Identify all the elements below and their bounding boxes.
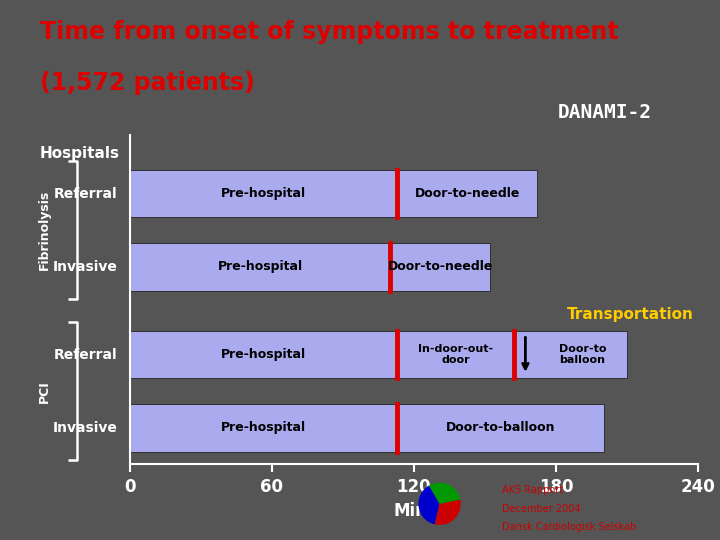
Text: Pre-hospital: Pre-hospital	[221, 187, 306, 200]
Text: Hospitals: Hospitals	[40, 146, 120, 161]
Text: Door-to-balloon: Door-to-balloon	[446, 421, 555, 434]
Text: DANAMI-2: DANAMI-2	[558, 103, 652, 122]
Text: Door-to-needle: Door-to-needle	[415, 187, 520, 200]
Text: December 2004: December 2004	[503, 503, 581, 514]
Text: AKS Rapport: AKS Rapport	[503, 485, 564, 495]
Text: Invasive: Invasive	[53, 260, 118, 274]
Text: Pre-hospital: Pre-hospital	[217, 260, 302, 273]
Text: Referral: Referral	[54, 348, 118, 362]
Bar	[130, 243, 490, 291]
Text: In-door-out-
door: In-door-out- door	[418, 344, 493, 366]
Bar	[130, 170, 537, 217]
Text: (1,572 patients): (1,572 patients)	[40, 71, 254, 95]
Text: Fibrinolysis: Fibrinolysis	[37, 190, 51, 271]
Text: Door-to
balloon: Door-to balloon	[559, 344, 606, 366]
Text: Invasive: Invasive	[53, 421, 118, 435]
Bar	[130, 404, 603, 451]
Text: Transportation: Transportation	[567, 307, 693, 322]
Text: Pre-hospital: Pre-hospital	[221, 348, 306, 361]
Bar	[130, 331, 627, 379]
Wedge shape	[418, 485, 439, 524]
Text: PCI: PCI	[37, 380, 51, 403]
Text: Pre-hospital: Pre-hospital	[221, 421, 306, 434]
Wedge shape	[429, 483, 460, 504]
Text: Min.: Min.	[394, 502, 434, 521]
Wedge shape	[435, 500, 461, 525]
Text: Dansk Cardiologisk Selskab: Dansk Cardiologisk Selskab	[503, 522, 636, 532]
Text: Time from onset of symptoms to treatment: Time from onset of symptoms to treatment	[40, 20, 618, 44]
Text: Door-to-needle: Door-to-needle	[387, 260, 492, 273]
Text: Referral: Referral	[54, 186, 118, 200]
